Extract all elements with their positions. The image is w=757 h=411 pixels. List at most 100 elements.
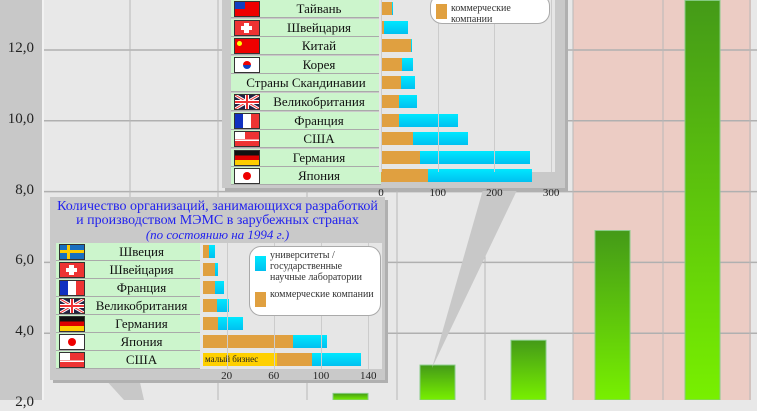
bar-segment-com (381, 169, 429, 183)
bar-segment-com (381, 150, 421, 164)
category-row: США (56, 351, 201, 369)
category-label: Швейцария (109, 262, 174, 277)
flag-jp-icon (234, 168, 260, 185)
y-axis (0, 0, 44, 400)
bar-segment-uni (399, 113, 459, 127)
category-row: Великобритания (231, 93, 381, 111)
bar (510, 339, 547, 400)
x-tick-label: 100 (312, 370, 330, 382)
flag-us-icon (234, 131, 260, 148)
category-label: Франция (294, 112, 344, 128)
bar-segment-uni (208, 245, 215, 258)
bar-segment-com (381, 20, 384, 34)
bar-segment-uni (218, 317, 244, 330)
bar-segment-com (381, 95, 400, 108)
category-row: Швеция (56, 243, 201, 261)
category-label: Германия (115, 316, 168, 331)
flag-cn-icon (234, 38, 260, 55)
bar-segment-com (203, 281, 215, 294)
category-label: Швеция (119, 244, 164, 259)
x-tick-label: 100 (429, 187, 446, 199)
bar (332, 392, 369, 400)
legend-label-commercial: коммерческие компании (270, 289, 374, 300)
bar-segment-uni (399, 95, 417, 108)
gridline (494, 0, 496, 172)
bar-segment-com (381, 132, 414, 146)
legend-swatch-commercial (255, 292, 266, 307)
bar-segment-uni (411, 39, 413, 53)
flag-de-icon (234, 149, 260, 166)
gridline (437, 0, 439, 172)
flag-ch-icon (59, 262, 85, 278)
y-tick-label: 8,0 (15, 181, 34, 198)
bar-segment-uni (400, 76, 416, 90)
x-tick-label: 20 (221, 370, 233, 382)
category-label: США (125, 352, 158, 367)
x-tick-label: 0 (378, 187, 384, 199)
flag-gb-icon (59, 298, 85, 314)
legend-swatch-commercial (436, 4, 447, 19)
category-label: Япония (120, 334, 163, 349)
bar-segment-uni (217, 299, 229, 312)
inset-subtitle: (по состоянию на 1994 г.) (145, 227, 290, 242)
category-label: Корея (302, 56, 336, 72)
flag-fr-icon (234, 112, 260, 129)
bar-segment-uni (311, 353, 362, 366)
bar (684, 0, 721, 400)
bar-segment-com (203, 317, 219, 330)
main-chart (44, 0, 757, 400)
bar-segment-com (203, 245, 209, 258)
legend: университеты / государственные научные л… (249, 246, 381, 316)
category-row: Швейцария (231, 18, 381, 37)
category-row: Германия (231, 148, 381, 167)
flag-fr-icon (59, 280, 85, 296)
category-row: Япония (56, 333, 201, 351)
category-row: Китай (231, 37, 381, 56)
flag-gb-icon (234, 94, 260, 110)
bar-segment-uni (214, 263, 219, 276)
flag-us-icon (59, 352, 85, 368)
legend-swatch-university (255, 256, 266, 271)
category-label: Тайвань (296, 1, 342, 16)
y-tick-label: 4,0 (15, 323, 34, 340)
category-row: США (231, 130, 381, 149)
category-row: Корея (231, 55, 381, 74)
flag-ch-icon (234, 19, 260, 36)
bar-segment-com (277, 353, 312, 366)
bar-segment-uni (401, 57, 413, 71)
category-row: Германия (56, 315, 201, 333)
x-tick-label: 300 (542, 187, 560, 199)
category-label: Великобритания (273, 94, 365, 109)
category-row: Япония (231, 167, 381, 186)
category-label: Страны Скандинавии (246, 75, 366, 91)
category-label: Швейцария (286, 19, 352, 35)
x-tick-label: 200 (486, 187, 503, 199)
bar-segment-uni (392, 2, 394, 15)
y-tick-label: 10,0 (7, 110, 34, 127)
legend-label-university: университеты / государственные научные л… (270, 250, 362, 283)
flag-kr-icon (234, 56, 260, 73)
category-label: Германия (292, 149, 346, 165)
gridline (226, 243, 228, 369)
flag-jp-icon (59, 334, 85, 350)
flag-se-icon (59, 244, 85, 260)
flag-tw-icon (234, 1, 260, 17)
category-label: Великобритания (95, 298, 188, 313)
bar-segment-uni (292, 335, 327, 348)
category-label: Китай (301, 38, 337, 54)
bar-segment-com (381, 57, 402, 71)
inset-chart-countries: Тайвань Швейцария Китай Корея Страны Скандин… (222, 0, 565, 199)
inset-chart-mems: Количество организаций, занимающихся раз… (50, 197, 385, 382)
y-tick-label: 12,0 (7, 40, 34, 56)
gridline (381, 0, 382, 172)
category-row: Великобритания (56, 297, 201, 315)
bar-segment-small: малый бизнес (203, 353, 278, 366)
gridline (551, 0, 553, 172)
flag-de-icon (59, 316, 85, 332)
category-row: Тайвань (231, 0, 381, 18)
x-tick-label: 140 (359, 370, 377, 382)
category-label: Япония (297, 168, 341, 184)
callout-pointers (104, 186, 519, 400)
bar-segment-uni (413, 132, 469, 146)
bar-segment-uni (428, 169, 532, 183)
